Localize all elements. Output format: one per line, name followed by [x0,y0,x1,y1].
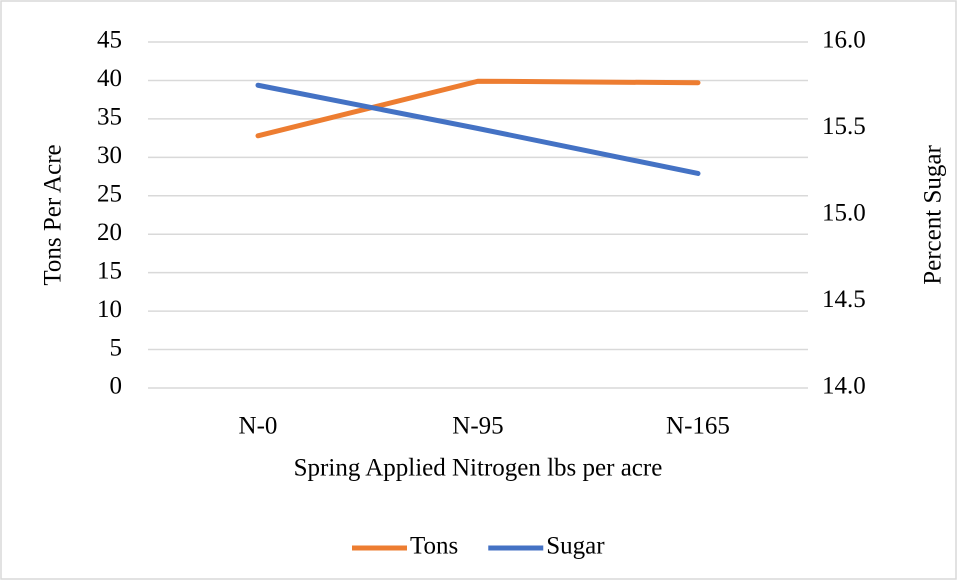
y2-tick-label: 15.0 [822,200,866,227]
y2-axis-title: Percent Sugar [920,145,947,285]
y2-tick-label: 15.5 [822,113,866,140]
y-tick-label: 25 [97,181,122,208]
series-line [255,78,701,139]
y-tick-label: 35 [97,104,122,131]
y2-tick-label: 14.5 [822,286,866,313]
y2-tick-label: 14.0 [822,373,866,400]
y-tick-label: 30 [97,142,122,169]
y-tick-label: 45 [97,27,122,54]
legend-label: Tons [410,533,458,560]
x-axis-title: Spring Applied Nitrogen lbs per acre [294,455,663,482]
y2-tick-label: 16.0 [822,27,866,54]
y-tick-label: 20 [97,219,122,246]
y-tick-label: 15 [97,257,122,284]
x-tick-label: N-0 [239,413,278,440]
y-tick-label: 10 [97,296,122,323]
x-tick-label: N-165 [666,413,730,440]
series-line [255,82,701,176]
y-axis-title: Tons Per Acre [40,144,67,285]
y-tick-label: 40 [97,65,122,92]
y-tick-label: 0 [110,373,123,400]
x-tick-label: N-95 [452,413,503,440]
y-tick-label: 5 [110,334,123,361]
legend-label: Sugar [546,533,605,560]
